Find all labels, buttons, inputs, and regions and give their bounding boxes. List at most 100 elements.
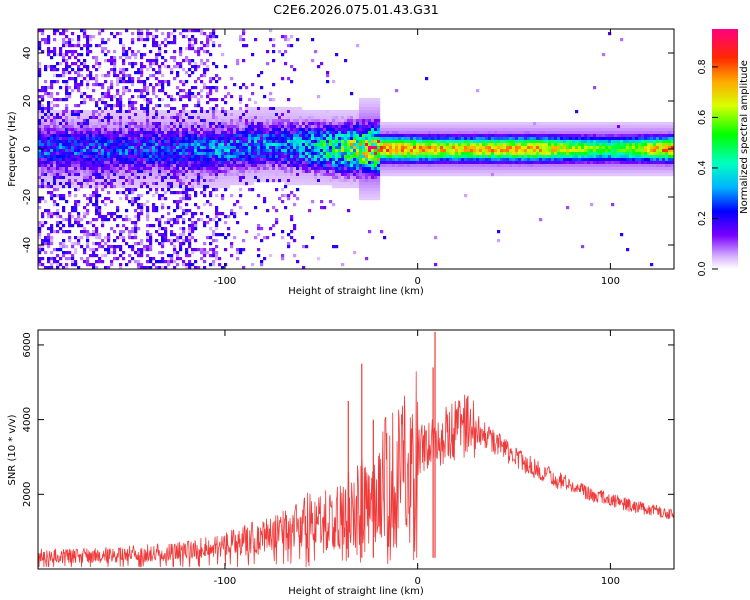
spectrogram-cell	[377, 176, 381, 180]
spectrogram-cell	[392, 164, 396, 168]
spectrogram-cell	[308, 113, 312, 117]
spectrogram-cell	[47, 50, 51, 54]
spectrogram-cell	[56, 53, 60, 57]
spectrogram-cell	[398, 128, 402, 132]
spectrogram-cell	[359, 197, 363, 201]
spectrogram-cell	[65, 89, 69, 93]
spectrogram-cell	[191, 71, 195, 75]
spectrogram-cell	[149, 233, 153, 237]
spectrogram-cell	[86, 74, 90, 78]
spectrogram-cell	[191, 143, 195, 147]
spectrogram-cell	[122, 236, 126, 240]
spectrogram-cell	[365, 185, 369, 189]
spectrogram-cell	[107, 146, 111, 150]
spectrogram-cell	[203, 179, 207, 183]
spectrogram-cell	[134, 233, 138, 237]
spectrogram-cell	[116, 185, 120, 189]
spectrogram-cell	[98, 152, 102, 156]
spectrogram-cell	[389, 161, 393, 165]
spectrogram-cell	[209, 242, 213, 246]
spectrogram-cell	[254, 134, 258, 138]
spectrogram-cell	[200, 164, 204, 168]
spectrogram-cell	[302, 146, 306, 150]
spectrogram-cell	[218, 143, 222, 147]
spectrogram-cell	[89, 185, 93, 189]
spectrogram-cell	[65, 68, 69, 72]
spectrogram-cell	[242, 32, 246, 36]
spectrogram-cell	[365, 143, 369, 147]
spectrogram-cell	[95, 158, 99, 162]
spectrogram-cell	[158, 71, 162, 75]
spectrogram-cell	[125, 170, 129, 174]
spectrogram-cell	[359, 191, 363, 195]
spectrogram-cell	[83, 185, 87, 189]
spectrogram-cell	[311, 116, 315, 120]
spectrogram-cell	[305, 182, 309, 186]
spectrogram-cell	[116, 206, 120, 210]
spectrogram-cell	[230, 107, 234, 111]
spectrogram-cell	[143, 128, 147, 132]
spectrogram-cell	[56, 68, 60, 72]
spectrogram-cell	[167, 179, 171, 183]
spectrogram-cell	[317, 182, 321, 186]
spectrogram-cell	[221, 266, 225, 270]
spectrogram-cell	[194, 224, 198, 228]
spectrogram-cell	[356, 152, 360, 156]
spectrogram-cell	[341, 167, 345, 171]
spectrogram-cell	[311, 182, 315, 186]
spectrogram-cell	[224, 146, 228, 150]
spectrogram-cell	[359, 140, 363, 144]
spectrogram-cell	[50, 158, 54, 162]
spectrogram-cell	[77, 119, 81, 123]
spectrogram-cell	[164, 80, 168, 84]
spectrogram-cell	[47, 137, 51, 141]
spectrogram-cell	[188, 131, 192, 135]
spectrogram-cell	[188, 170, 192, 174]
spectrogram-cell	[230, 128, 234, 132]
spectrogram-cell	[245, 158, 249, 162]
spectrogram-cell	[233, 158, 237, 162]
spectrogram-cell	[260, 143, 264, 147]
spectrogram-cell	[128, 98, 132, 102]
spectrogram-cell	[275, 173, 279, 177]
spectrogram-cell	[428, 125, 432, 129]
spectrogram-cell	[161, 143, 165, 147]
spectrogram-cell	[101, 41, 105, 45]
spectrogram-cell	[215, 149, 219, 153]
spectrogram-cell	[188, 161, 192, 165]
spectrogram-cell	[272, 149, 276, 153]
spectrogram-cell	[365, 176, 369, 180]
spectrogram-cell	[119, 263, 123, 267]
spectrogram-cell	[203, 248, 207, 252]
spectrogram-cell	[50, 92, 54, 96]
spectrogram-cell	[155, 41, 159, 45]
spectrogram-cell	[284, 107, 288, 111]
spectrogram-cell	[209, 191, 213, 195]
spectrogram-cell	[47, 92, 51, 96]
spectrogram-cell	[125, 122, 129, 126]
spectrogram-cell	[110, 260, 114, 264]
spectrogram-cell	[218, 161, 222, 165]
spectrogram-cell	[284, 113, 288, 117]
spectrogram-cell	[137, 266, 141, 270]
spectrogram-cell	[452, 155, 456, 159]
spectrogram-cell	[80, 176, 84, 180]
spectrogram-cell	[65, 164, 69, 168]
spectrogram-cell	[326, 149, 330, 153]
spectrogram-cell	[329, 158, 333, 162]
spectrogram-cell	[407, 128, 411, 132]
spectrogram-cell	[314, 128, 318, 132]
spectrogram-cell	[287, 134, 291, 138]
spectrogram-cell	[329, 167, 333, 171]
spectrogram-cell	[155, 149, 159, 153]
spectrogram-cell	[140, 152, 144, 156]
spectrogram-cell	[83, 158, 87, 162]
spectrogram-cell	[191, 134, 195, 138]
spectrogram-cell	[146, 101, 150, 105]
spectrogram-cell	[128, 230, 132, 234]
spectrogram-cell	[98, 212, 102, 216]
spectrogram-cell	[83, 29, 87, 33]
spectrogram-cell	[263, 257, 267, 261]
spectrogram-cell	[194, 266, 198, 270]
spectrogram-cell	[119, 41, 123, 45]
